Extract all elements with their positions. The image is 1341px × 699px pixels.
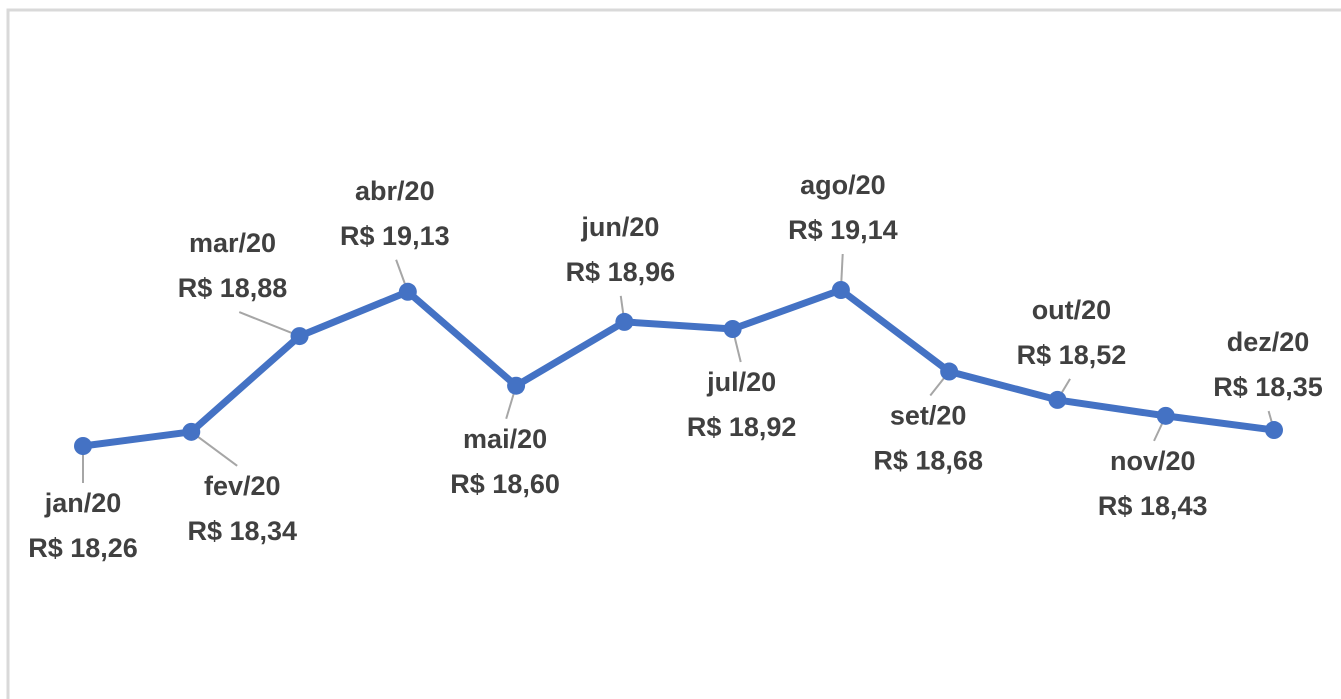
data-label: R$ 18,88 [178, 273, 288, 303]
data-point [398, 282, 417, 301]
data-point [615, 312, 634, 331]
data-label: R$ 18,92 [687, 412, 797, 442]
data-label: R$ 18,34 [187, 516, 297, 546]
data-label: R$ 18,43 [1098, 491, 1208, 521]
data-label: R$ 18,26 [28, 533, 138, 563]
data-point [940, 362, 959, 381]
data-label: R$ 18,35 [1213, 372, 1323, 402]
category-label: set/20 [890, 401, 967, 431]
data-point [723, 320, 742, 338]
data-point [831, 281, 850, 299]
category-label: jul/20 [706, 367, 776, 397]
data-label: R$ 19,14 [788, 215, 898, 245]
data-label: R$ 18,68 [873, 446, 983, 476]
data-point [1265, 421, 1283, 440]
category-label: fev/20 [204, 471, 281, 501]
chart-border [6, 8, 1341, 699]
category-label: dez/20 [1227, 327, 1310, 357]
data-line [82, 286, 1275, 450]
category-label: abr/20 [355, 176, 435, 206]
data-point [507, 376, 526, 395]
category-label: out/20 [1032, 295, 1112, 325]
data-label: R$ 19,13 [340, 221, 450, 251]
category-label: mar/20 [189, 228, 276, 258]
data-label: R$ 18,52 [1017, 340, 1127, 370]
category-label: jun/20 [580, 212, 659, 242]
data-point [74, 437, 92, 455]
data-point [290, 327, 309, 346]
data-point [1156, 406, 1175, 425]
category-label: nov/20 [1110, 446, 1196, 476]
category-label: mai/20 [463, 424, 547, 454]
leader-line [190, 431, 238, 467]
data-label: R$ 18,60 [450, 469, 560, 499]
category-label: jan/20 [44, 488, 122, 518]
category-label: ago/20 [800, 170, 886, 200]
data-point [1048, 390, 1067, 409]
data-point [182, 422, 201, 441]
data-label: R$ 18,96 [566, 257, 676, 287]
leader-line [238, 311, 300, 338]
